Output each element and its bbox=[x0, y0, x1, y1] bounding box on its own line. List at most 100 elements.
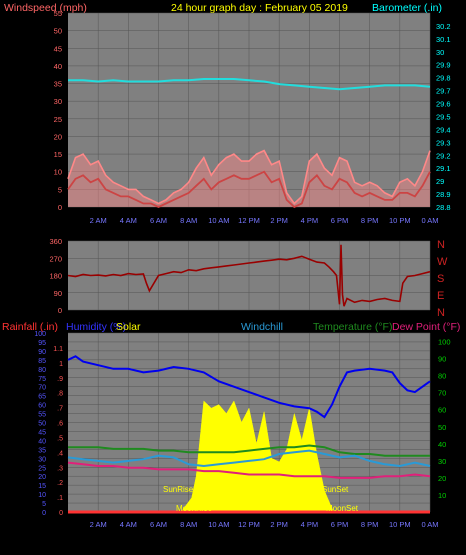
wind-barometer-panel: 0 5 10 15 20 25 30 35 40 45 50 55 28.8 28.9 29 29.1 29.… bbox=[54, 9, 451, 225]
solar-area bbox=[180, 400, 334, 513]
barometer-ticks: 28.8 28.9 29 29.1 29.2 29.3 29.4 29.5 29.6 29.7 29… bbox=[436, 22, 451, 212]
barometer-tick: 30.2 bbox=[436, 22, 451, 31]
barometer-tick: 28.9 bbox=[436, 190, 451, 199]
time-tick: 4 PM bbox=[301, 216, 319, 225]
wind-average-line bbox=[67, 170, 431, 209]
humidity-tick: 20 bbox=[38, 474, 46, 481]
rain-ticks: 0 .1 .2 .3 .4 .5 .6 .7 .8 .9 1 1.1 bbox=[53, 346, 63, 517]
humidity-tick: 10 bbox=[38, 492, 46, 499]
solar-title: Solar bbox=[116, 321, 141, 333]
rain-tick: 1.1 bbox=[53, 346, 63, 353]
temperature-tick: 20 bbox=[438, 474, 446, 483]
sunrise-marker: SunRise bbox=[163, 485, 194, 494]
humidity-tick: 90 bbox=[38, 349, 46, 356]
time-tick: 8 PM bbox=[361, 520, 379, 529]
direction-series bbox=[67, 244, 431, 307]
windspeed-axis-title: Windspeed (mph) bbox=[4, 2, 87, 14]
direction-tick: 0 bbox=[58, 306, 62, 315]
temperature-line bbox=[68, 444, 430, 457]
time-tick: 10 PM bbox=[389, 216, 411, 225]
humidity-tick: 40 bbox=[38, 438, 46, 445]
time-tick: 10 AM bbox=[208, 216, 229, 225]
time-tick: 12 PM bbox=[238, 520, 260, 529]
windspeed-ticks: 0 5 10 15 20 25 30 35 40 45 50 55 bbox=[54, 9, 62, 212]
barometer-tick: 30 bbox=[436, 48, 444, 57]
windspeed-tick: 20 bbox=[54, 132, 62, 141]
time-tick: 2 AM bbox=[90, 520, 107, 529]
humidity-axis-title: Humidity (%) bbox=[66, 321, 126, 333]
direction-tick: 270 bbox=[49, 254, 62, 263]
humidity-tick: 75 bbox=[38, 376, 46, 383]
windspeed-tick: 45 bbox=[54, 44, 62, 53]
windspeed-tick: 50 bbox=[54, 27, 62, 36]
barometer-tick: 29 bbox=[436, 177, 444, 186]
humidity-tick: 35 bbox=[38, 447, 46, 454]
direction-tick: 180 bbox=[49, 272, 62, 281]
temperature-tick: 60 bbox=[438, 406, 446, 415]
rain-tick: .7 bbox=[57, 406, 63, 413]
time-tick: 2 AM bbox=[90, 216, 107, 225]
barometer-tick: 29.2 bbox=[436, 151, 451, 160]
windspeed-tick: 10 bbox=[54, 168, 62, 177]
rain-tick: 1 bbox=[59, 361, 63, 368]
temperature-ticks: 10 20 30 40 50 60 70 80 90 100 bbox=[438, 338, 451, 500]
humidity-tick: 85 bbox=[38, 358, 46, 365]
humidity-tick: 60 bbox=[38, 403, 46, 410]
barometer-line bbox=[68, 78, 431, 91]
humidity-tick: 30 bbox=[38, 456, 46, 463]
direction-degree-ticks: 0 90 180 270 360 bbox=[49, 237, 62, 315]
temperature-tick: 40 bbox=[438, 440, 446, 449]
temperature-humidity-panel: 0510152025303540455055606570758085909510… bbox=[34, 331, 450, 529]
humidity-tick: 15 bbox=[38, 483, 46, 490]
humidity-tick: 0 bbox=[42, 510, 46, 517]
barometer-tick: 29.5 bbox=[436, 112, 451, 121]
windspeed-tick: 0 bbox=[58, 203, 62, 212]
humidity-line bbox=[67, 355, 431, 419]
compass-label-n: N bbox=[437, 307, 445, 319]
rain-tick: .4 bbox=[57, 450, 63, 457]
temperature-tick: 100 bbox=[438, 338, 451, 347]
time-tick: 6 PM bbox=[331, 520, 349, 529]
time-tick: 6 AM bbox=[150, 216, 167, 225]
windspeed-tick: 25 bbox=[54, 115, 62, 124]
rain-tick: .3 bbox=[57, 465, 63, 472]
barometer-tick: 29.9 bbox=[436, 61, 451, 70]
windspeed-tick: 55 bbox=[54, 9, 62, 18]
windchill-title: Windchill bbox=[241, 321, 283, 333]
windspeed-tick: 35 bbox=[54, 80, 62, 89]
time-tick: 12 PM bbox=[238, 216, 260, 225]
wind-gust-line bbox=[67, 149, 431, 205]
time-tick: 2 PM bbox=[270, 216, 288, 225]
rain-tick: .2 bbox=[57, 480, 63, 487]
time-tick: 10 AM bbox=[208, 520, 229, 529]
time-tick: 4 AM bbox=[120, 216, 137, 225]
rain-tick: .9 bbox=[57, 376, 63, 383]
rain-tick: .1 bbox=[57, 495, 63, 502]
direction-panel-grid bbox=[68, 240, 431, 311]
temperature-tick: 50 bbox=[438, 423, 446, 432]
time-tick: 8 PM bbox=[361, 216, 379, 225]
time-tick: 10 PM bbox=[389, 520, 411, 529]
direction-tick: 90 bbox=[54, 289, 62, 298]
humidity-tick: 100 bbox=[34, 331, 46, 338]
windspeed-tick: 30 bbox=[54, 97, 62, 106]
humidity-tick: 95 bbox=[38, 340, 46, 347]
humidity-tick: 25 bbox=[38, 465, 46, 472]
barometer-tick: 28.8 bbox=[436, 203, 451, 212]
windspeed-tick: 5 bbox=[58, 185, 62, 194]
barometer-axis-title: Barometer (.in) bbox=[372, 2, 442, 14]
dewpoint-line bbox=[67, 461, 431, 479]
time-tick: 6 AM bbox=[150, 520, 167, 529]
moonrise-marker: MoonRise bbox=[176, 504, 213, 513]
barometer-tick: 30.1 bbox=[436, 35, 451, 44]
barometer-tick: 29.3 bbox=[436, 138, 451, 147]
temperature-tick: 70 bbox=[438, 389, 446, 398]
wind-panel-grid bbox=[68, 12, 431, 208]
barometer-tick: 29.6 bbox=[436, 100, 451, 109]
time-tick: 0 AM bbox=[421, 520, 438, 529]
humidity-tick: 70 bbox=[38, 385, 46, 392]
rain-tick: .8 bbox=[57, 391, 63, 398]
rain-tick: 0 bbox=[59, 510, 63, 517]
